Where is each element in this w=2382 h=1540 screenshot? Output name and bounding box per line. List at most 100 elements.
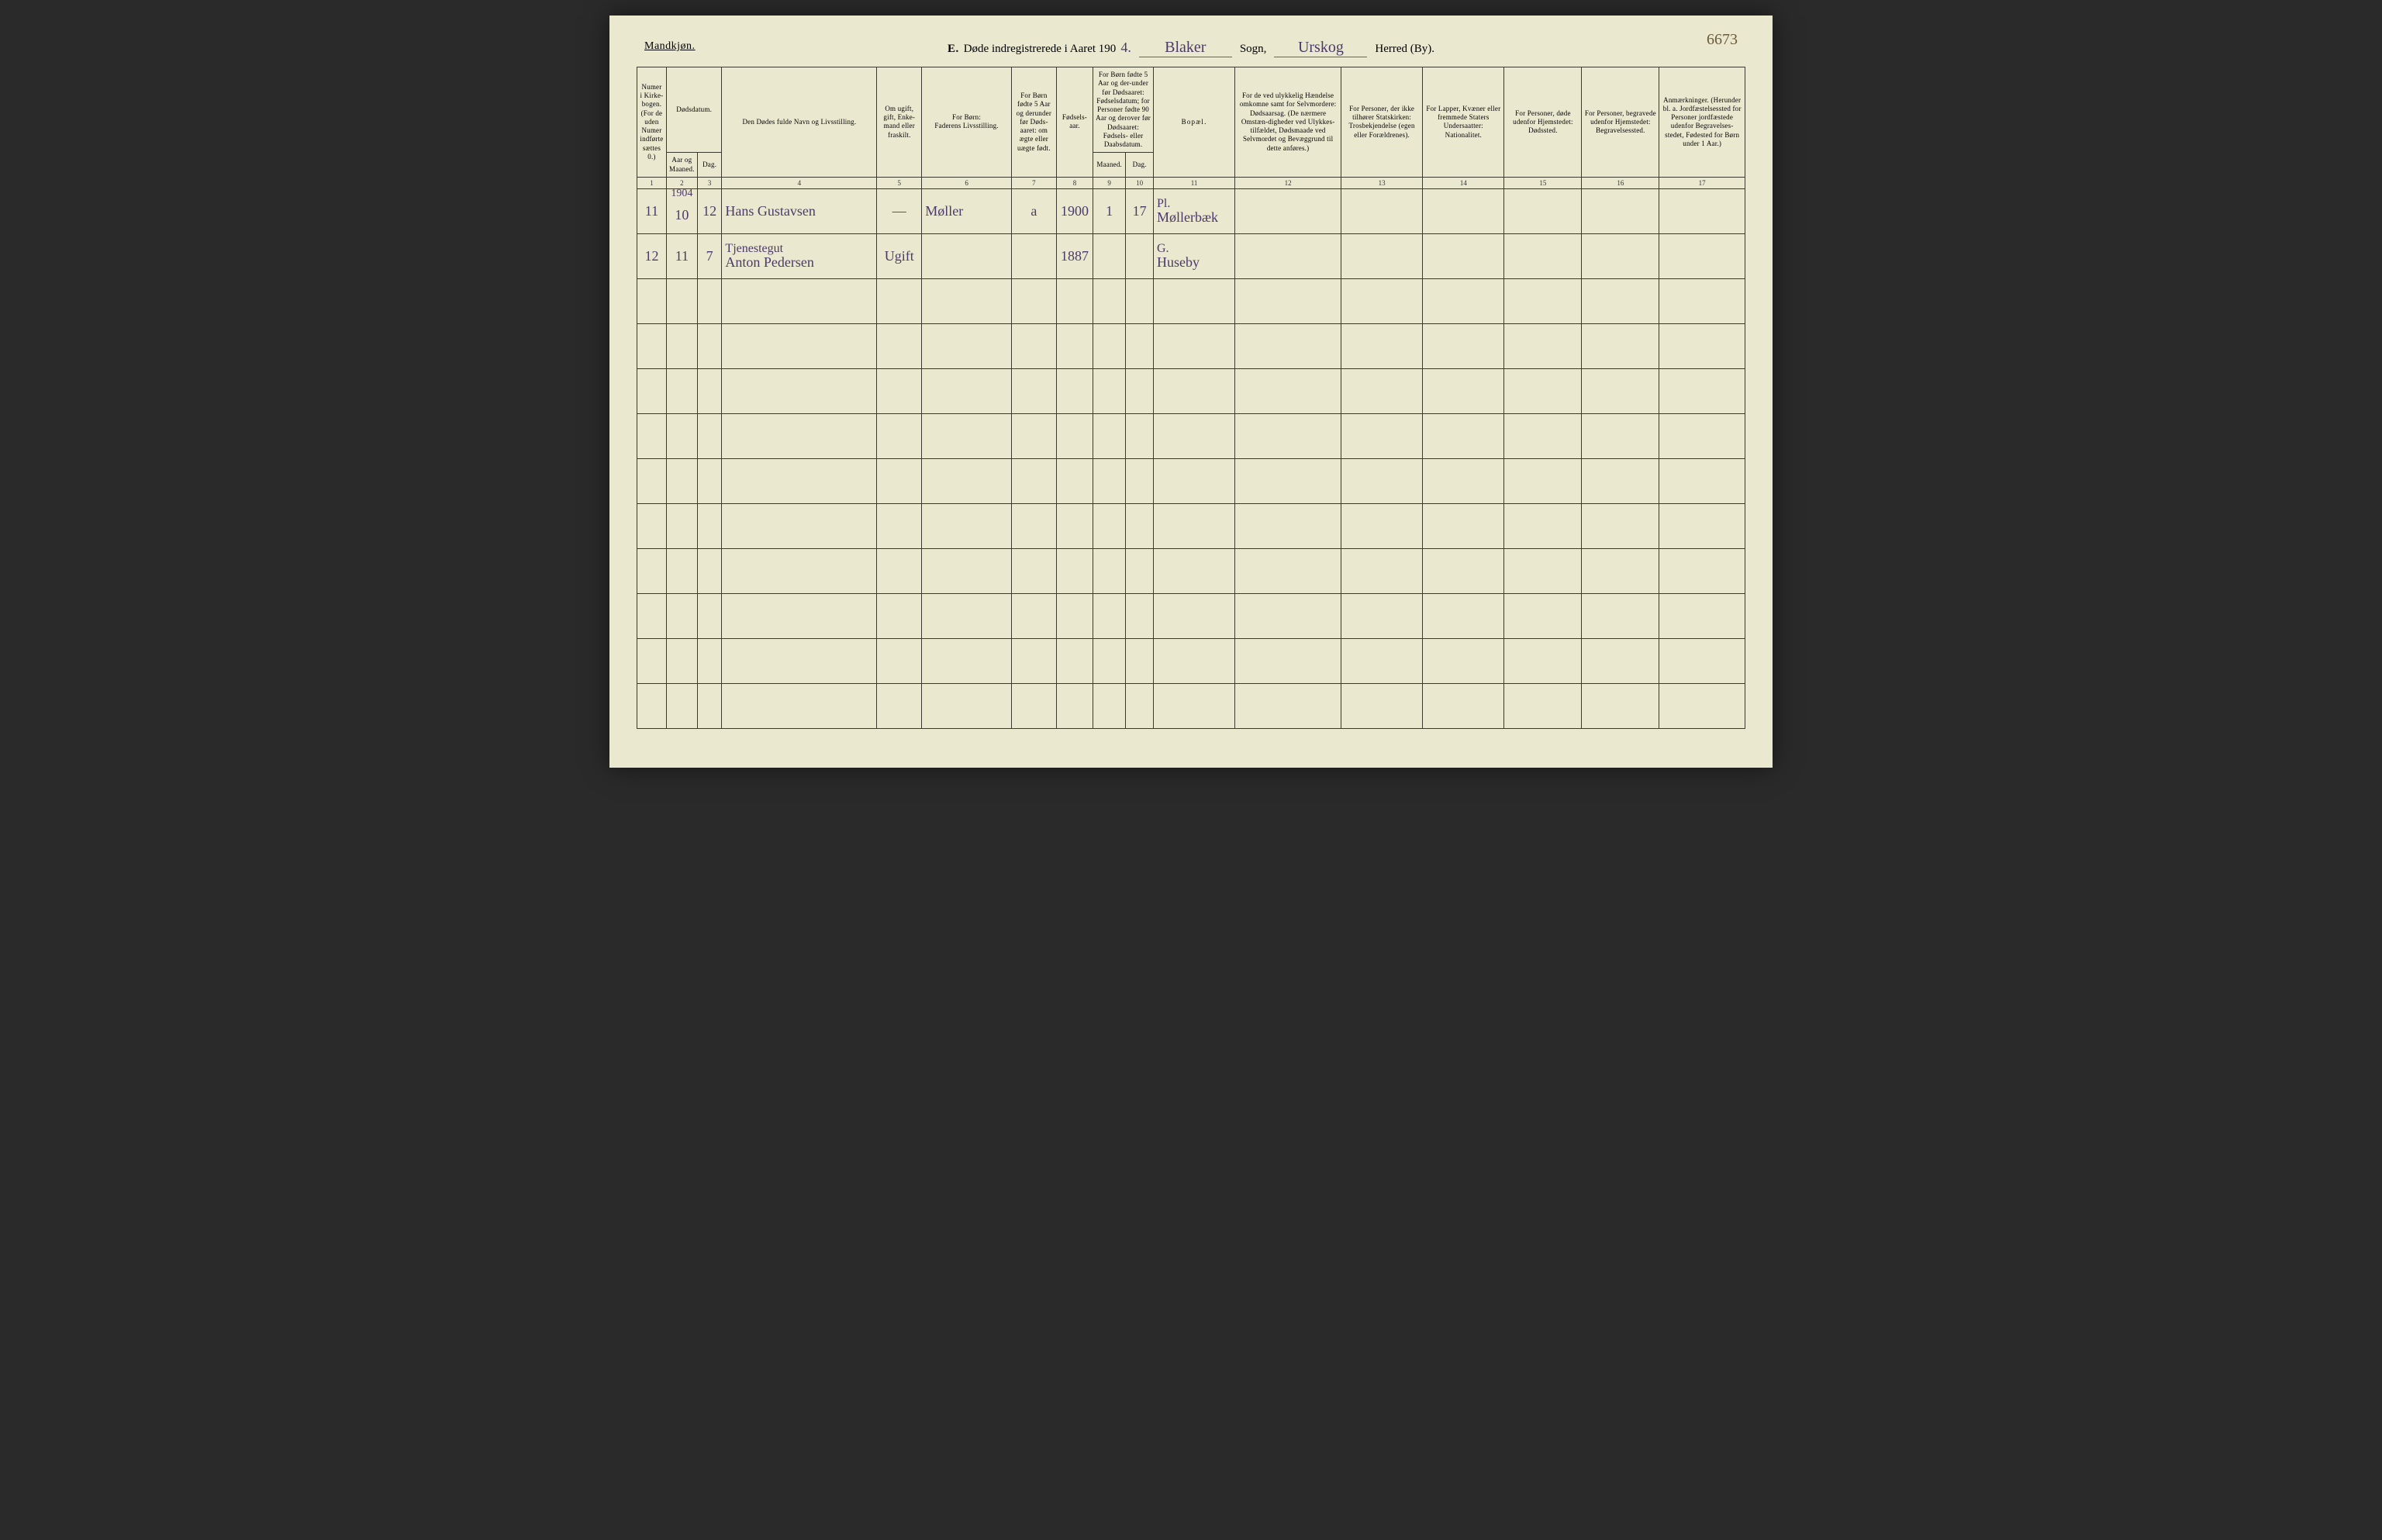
cell-empty (697, 593, 722, 638)
cell-empty (922, 458, 1012, 503)
cell-empty (1093, 548, 1126, 593)
cell-empty (1154, 278, 1235, 323)
gender-label: Mandkjøn. (644, 40, 696, 53)
cell-empty (1423, 458, 1504, 503)
cell-empty (1093, 368, 1126, 413)
register-table: Numer i Kirke-bogen. (For de uden Numer … (637, 67, 1745, 729)
cell-empty (1011, 368, 1056, 413)
cell-empty (1423, 323, 1504, 368)
cell: 190410 (666, 188, 697, 233)
cell-empty (1341, 593, 1423, 638)
cell-empty (1235, 683, 1341, 728)
cell-empty (637, 683, 667, 728)
cell-empty (1341, 458, 1423, 503)
cell-empty (877, 368, 922, 413)
cell-empty (1011, 593, 1056, 638)
cell-empty (1582, 278, 1659, 323)
cell: 1 (1093, 188, 1126, 233)
cell: 12 (637, 233, 667, 278)
cell-empty (1093, 458, 1126, 503)
table-row-empty (637, 413, 1745, 458)
page-number: 6673 (1707, 31, 1738, 49)
cell-empty (1154, 458, 1235, 503)
cell: 17 (1126, 188, 1154, 233)
col-header: For de ved ulykkelig Hændelse omkomne sa… (1235, 67, 1341, 178)
page-header: Mandkjøn. 6673 E. Døde indregistrerede i… (637, 39, 1745, 57)
col-header: Fødsels-aar. (1056, 67, 1093, 178)
cell-empty (1126, 368, 1154, 413)
table-row-empty (637, 683, 1745, 728)
title-prefix: E. (948, 43, 959, 56)
cell-empty (1423, 368, 1504, 413)
cell: 7 (697, 233, 722, 278)
cell: — (877, 188, 922, 233)
table-header: Numer i Kirke-bogen. (For de uden Numer … (637, 67, 1745, 189)
cell (1126, 233, 1154, 278)
cell-empty (1235, 323, 1341, 368)
cell-empty (1341, 683, 1423, 728)
cell (1423, 233, 1504, 278)
cell (1659, 188, 1745, 233)
cell-empty (1011, 503, 1056, 548)
col-subheader: Aar og Maaned. (666, 153, 697, 178)
cell-empty (666, 593, 697, 638)
cell-empty (1235, 638, 1341, 683)
cell-empty (1093, 638, 1126, 683)
cell (1341, 233, 1423, 278)
cell: Ugift (877, 233, 922, 278)
cell-empty (1056, 413, 1093, 458)
cell-empty (922, 278, 1012, 323)
cell-empty (1011, 278, 1056, 323)
cell-empty (1423, 413, 1504, 458)
colnum: 11 (1154, 177, 1235, 188)
cell-empty (697, 413, 722, 458)
cell-empty (1504, 323, 1582, 368)
table-row: 12117TjenestegutAnton PedersenUgift1887G… (637, 233, 1745, 278)
cell-empty (1659, 278, 1745, 323)
cell-empty (1154, 503, 1235, 548)
col-subheader: Dag. (1126, 153, 1154, 178)
cell-empty (1423, 638, 1504, 683)
cell-empty (1504, 503, 1582, 548)
colnum: 16 (1582, 177, 1659, 188)
cell-empty (1056, 323, 1093, 368)
cell-empty (1659, 323, 1745, 368)
col-header: For Personer, begravede udenfor Hjemsted… (1582, 67, 1659, 178)
cell-empty (637, 278, 667, 323)
cell-empty (1582, 683, 1659, 728)
cell: a (1011, 188, 1056, 233)
cell-empty (1056, 638, 1093, 683)
cell-empty (1235, 368, 1341, 413)
cell-empty (1056, 683, 1093, 728)
cell-empty (1582, 638, 1659, 683)
cell-empty (666, 683, 697, 728)
cell-empty (1011, 458, 1056, 503)
cell-empty (1582, 458, 1659, 503)
cell-empty (722, 368, 877, 413)
col-header: Den Dødes fulde Navn og Livsstilling. (722, 67, 877, 178)
column-number-row: 1 2 3 4 5 6 7 8 9 10 11 12 13 14 15 16 1… (637, 177, 1745, 188)
colnum: 3 (697, 177, 722, 188)
cell-empty (1154, 593, 1235, 638)
cell-empty (1423, 548, 1504, 593)
cell-empty (1056, 548, 1093, 593)
cell-empty (1154, 638, 1235, 683)
cell-empty (1056, 368, 1093, 413)
cell-empty (722, 413, 877, 458)
cell-empty (1235, 548, 1341, 593)
cell: Hans Gustavsen (722, 188, 877, 233)
cell-empty (666, 278, 697, 323)
cell-empty (1341, 413, 1423, 458)
col-header: For Børn fødte 5 Aar og der-under før Dø… (1093, 67, 1154, 153)
cell-empty (1341, 503, 1423, 548)
cell-empty (1504, 458, 1582, 503)
cell-empty (1504, 548, 1582, 593)
cell-empty (1154, 683, 1235, 728)
colnum: 5 (877, 177, 922, 188)
table-row-empty (637, 458, 1745, 503)
col-sub: For Børn: (952, 113, 981, 121)
cell-empty (666, 368, 697, 413)
col-sub: Faderens Livsstilling. (934, 122, 998, 129)
cell (1659, 233, 1745, 278)
cell-empty (1126, 548, 1154, 593)
